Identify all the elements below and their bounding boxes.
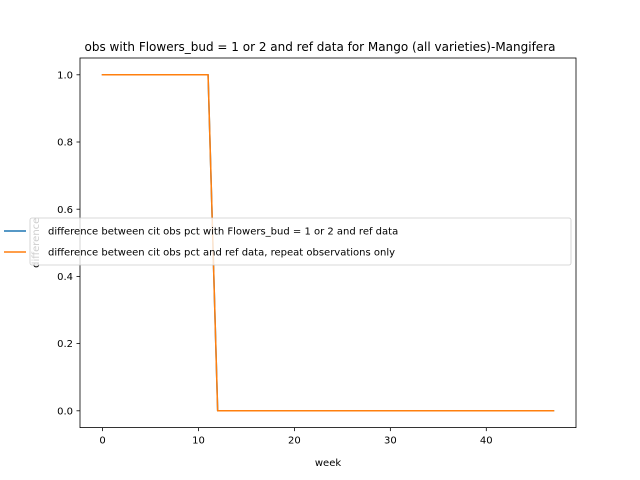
series-line-2 <box>101 74 555 412</box>
x-tick-label: 30 <box>384 436 397 447</box>
legend: difference between cit obs pct with Flow… <box>4 217 572 266</box>
y-tick-label: 1.0 <box>57 70 73 81</box>
y-tick-label: 0.2 <box>57 339 73 350</box>
x-tick-label: 20 <box>288 436 301 447</box>
x-axis-label: week <box>315 458 341 469</box>
legend-label-1: difference between cit obs pct with Flow… <box>48 227 398 238</box>
x-tick-label: 10 <box>192 436 205 447</box>
legend-label-2: difference between cit obs pct and ref d… <box>48 248 395 259</box>
y-axis: 0.0 0.2 0.4 0.6 0.8 1.0 <box>57 70 80 417</box>
y-tick-label: 0.8 <box>57 138 73 149</box>
x-axis: 0 10 20 30 40 <box>99 427 493 447</box>
y-tick-label: 0.6 <box>57 205 73 216</box>
x-tick-label: 0 <box>99 436 105 447</box>
x-tick-label: 40 <box>480 436 493 447</box>
legend-box <box>29 217 572 266</box>
y-tick-label: 0.4 <box>57 272 73 283</box>
series-layer <box>101 74 555 412</box>
chart-title: obs with Flowers_bud = 1 or 2 and ref da… <box>85 40 556 54</box>
y-tick-label: 0.0 <box>57 406 73 417</box>
